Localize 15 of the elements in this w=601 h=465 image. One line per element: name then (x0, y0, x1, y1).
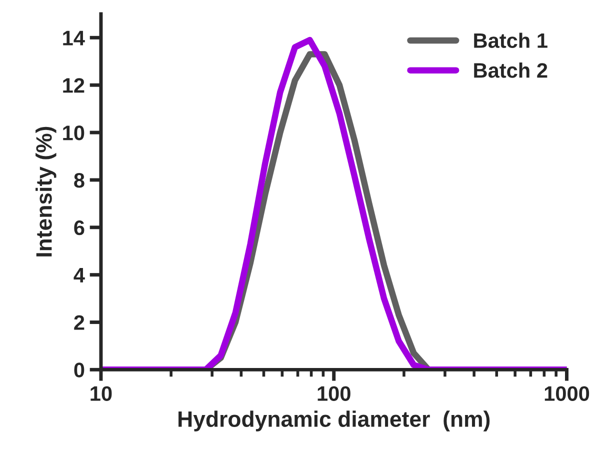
y-tick-label: 12 (63, 78, 84, 93)
y-tick-label: 10 (63, 126, 84, 140)
x-axis-title: Hydrodynamic diameter (nm) (178, 410, 490, 432)
x-tick-label: 10 (90, 386, 112, 401)
y-tick-label: 14 (63, 30, 85, 46)
y-tick-label: 4 (74, 268, 85, 282)
x-tick-label: 100 (318, 386, 350, 401)
legend-label: Batch 2 (474, 62, 548, 78)
y-tick-label: 6 (74, 220, 84, 236)
y-tick-label: 2 (74, 315, 84, 330)
y-axis-title: Intensity (%) (36, 126, 56, 256)
y-tick-label: 8 (74, 172, 84, 188)
legend-label: Batch 1 (474, 32, 548, 48)
x-tick-label: 1000 (544, 386, 590, 401)
y-tick-label: 0 (74, 362, 84, 378)
